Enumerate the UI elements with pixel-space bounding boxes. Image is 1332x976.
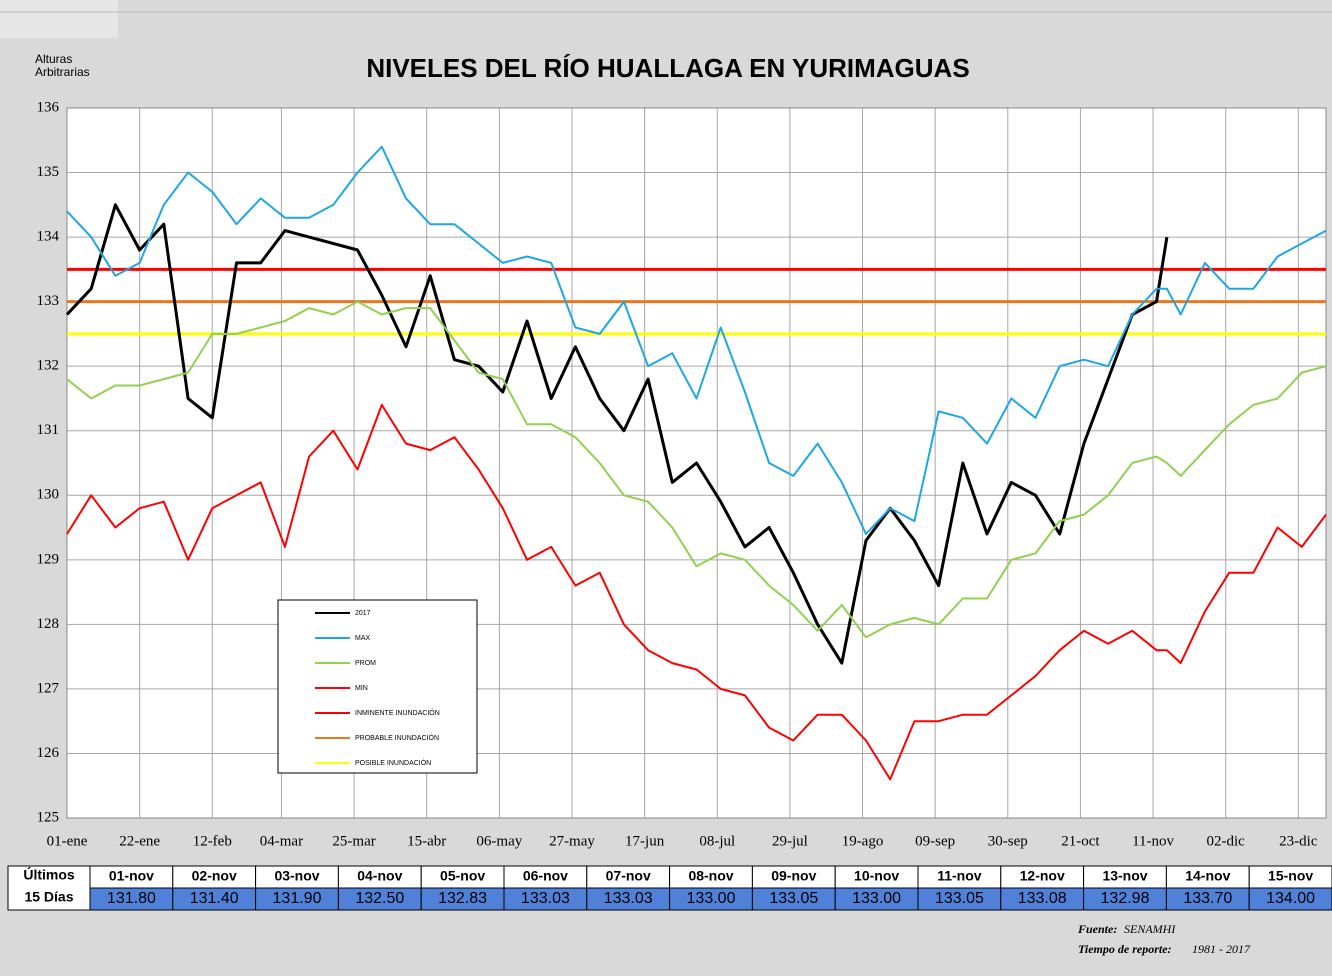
x-tick-label: 29-jul	[772, 833, 808, 849]
x-tick-label: 01-ene	[47, 833, 88, 849]
date-label: 14-nov	[1185, 868, 1230, 884]
x-tick-label: 08-jul	[699, 833, 735, 849]
legend-label: MIN	[355, 685, 368, 692]
value-label: 134.00	[1266, 890, 1315, 907]
chart-title: NIVELES DEL RÍO HUALLAGA EN YURIMAGUAS	[366, 53, 969, 83]
x-tick-label: 11-nov	[1132, 833, 1174, 849]
legend-label: POSIBLE INUNDACIÓN	[355, 758, 431, 767]
series-line	[65, 203, 1169, 665]
series-line	[66, 300, 1327, 639]
corner	[0, 0, 118, 38]
value-label: 131.80	[107, 890, 156, 907]
x-tick-label: 22-ene	[119, 833, 160, 849]
y-tick-label: 136	[37, 99, 60, 115]
value-label: 133.05	[935, 890, 984, 907]
y-tick-label: 132	[37, 358, 60, 374]
period-label: Tiempo de reporte:	[1078, 942, 1172, 956]
x-tick-label: 21-oct	[1061, 833, 1100, 849]
date-label: 15-nov	[1268, 868, 1313, 884]
source-label: Fuente:	[1077, 922, 1117, 936]
x-tick-label: 09-sep	[915, 833, 955, 849]
value-label: 133.03	[604, 890, 653, 907]
table: Últimos 15 Días 01-nov 131.80 02-nov 131.40 03…	[7, 865, 1332, 911]
x-tick-label: 04-mar	[260, 833, 303, 849]
date-label: 06-nov	[523, 868, 568, 884]
value-label: 133.70	[1183, 890, 1232, 907]
legend-label: MAX	[355, 635, 371, 642]
y-tick-label: 127	[37, 680, 60, 696]
date-label: 13-nov	[1102, 868, 1147, 884]
table-header-cell	[7, 865, 91, 911]
legend-label: INMINENTE INUNDACIÓN	[355, 708, 440, 717]
x-tick-label: 25-mar	[332, 833, 375, 849]
x-tick-label: 27-may	[549, 833, 595, 849]
x-tick-label: 02-dic	[1207, 833, 1246, 849]
value-label: 133.00	[687, 890, 736, 907]
y-axis-label: Arbitrarias	[35, 65, 90, 79]
y-tick-label: 128	[37, 616, 60, 632]
y-tick-label: 131	[37, 422, 60, 438]
legend-label: PROBABLE INUNDACIÓN	[355, 733, 439, 742]
value-label: 131.40	[190, 890, 239, 907]
x-tick-label: 23-dic	[1279, 833, 1318, 849]
plot-border	[66, 107, 1327, 819]
period: 1981 - 2017	[1192, 942, 1251, 956]
series-line	[66, 145, 1327, 535]
date-label: 01-nov	[109, 868, 154, 884]
y-tick-label: 125	[37, 809, 60, 825]
x-tick-label: 17-jun	[625, 833, 665, 849]
date-label: 09-nov	[771, 868, 816, 884]
value-label: 133.08	[1018, 890, 1067, 907]
date-label: 08-nov	[688, 868, 733, 884]
lines	[65, 145, 1327, 781]
y-tick-label: 135	[37, 164, 60, 180]
value-label: 132.83	[438, 890, 487, 907]
value-label: 132.50	[355, 890, 404, 907]
y-tick-label: 126	[37, 745, 60, 761]
legend-box	[277, 599, 478, 774]
value-label: 133.00	[852, 890, 901, 907]
x-tick-label: 19-ago	[842, 833, 884, 849]
x-tick-label: 15-abr	[407, 833, 446, 849]
y-tick-label: 133	[37, 293, 60, 309]
date-label: 03-nov	[274, 868, 319, 884]
date-label: 04-nov	[357, 868, 402, 884]
table-header: 15 Días	[24, 889, 73, 905]
table-header: Últimos	[23, 866, 75, 883]
date-label: 07-nov	[606, 868, 651, 884]
value-label: 133.03	[521, 890, 570, 907]
legend-label: PROM	[355, 660, 376, 667]
date-label: 10-nov	[854, 868, 899, 884]
x-tick-label: 12-feb	[193, 833, 232, 849]
legend-label: 2017	[355, 610, 371, 617]
series-line	[66, 403, 1327, 781]
x-tick-label: 30-sep	[988, 833, 1028, 849]
y-tick-label: 129	[37, 551, 60, 567]
value-label: 131.90	[273, 890, 322, 907]
date-label: 12-nov	[1020, 868, 1065, 884]
date-label: 05-nov	[440, 868, 485, 884]
value-label: 132.98	[1101, 890, 1150, 907]
y-tick-label: 134	[37, 229, 60, 245]
x-tick-label: 06-may	[476, 833, 522, 849]
y-tick-label: 130	[37, 487, 60, 503]
value-label: 133.05	[769, 890, 818, 907]
legend: 2017 MAX PROM MIN INMINENTE INUNDACIÓN PROBAB…	[277, 599, 478, 774]
date-label: 02-nov	[192, 868, 237, 884]
y-axis-label: Alturas	[35, 52, 72, 66]
source: SENAMHI	[1124, 922, 1176, 936]
date-label: 11-nov	[937, 868, 982, 884]
